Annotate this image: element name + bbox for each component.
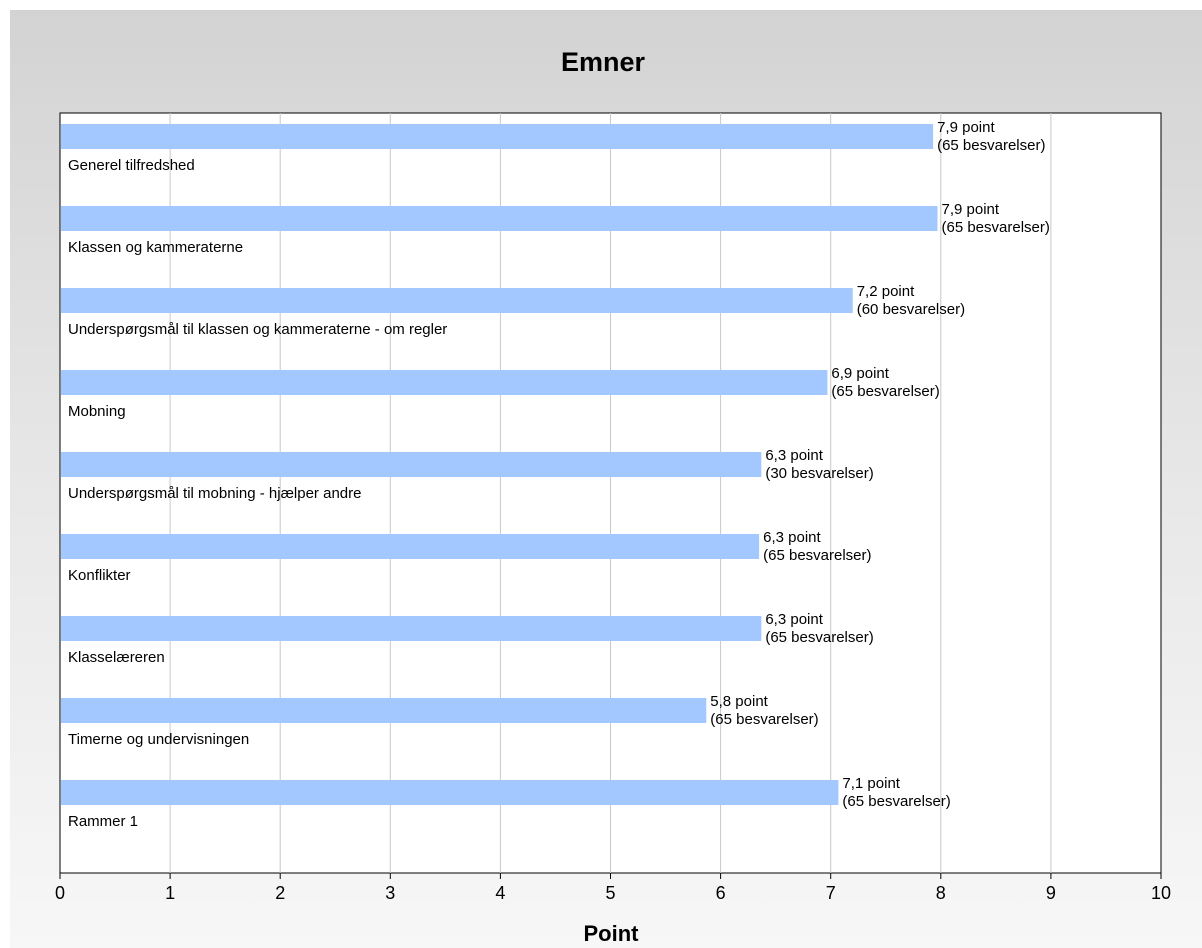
bar — [61, 370, 828, 395]
category-label: Underspørgsmål til klassen og kammerater… — [68, 321, 447, 338]
tick-label: 9 — [1046, 883, 1056, 903]
tick-label: 8 — [936, 883, 946, 903]
value-label: 7,1 point — [842, 775, 900, 792]
bar — [61, 780, 839, 805]
value-label: 7,2 point — [857, 283, 915, 300]
bar — [61, 616, 762, 641]
value-label-count: (60 besvarelser) — [857, 301, 965, 318]
tick-label: 2 — [275, 883, 285, 903]
category-labels: Generel tilfredshed Klassen og kammerater… — [68, 157, 447, 830]
value-label-count: (65 besvarelser) — [842, 793, 950, 810]
bar — [61, 698, 707, 723]
category-label: Timerne og undervisningen — [68, 731, 249, 748]
bar — [61, 452, 762, 477]
bar — [61, 534, 760, 559]
category-label: Underspørgsmål til mobning - hjælper and… — [68, 485, 361, 502]
bar — [61, 288, 853, 313]
value-label: 7,9 point — [941, 201, 999, 218]
tick-label: 7 — [826, 883, 836, 903]
tick-label: 3 — [385, 883, 395, 903]
value-label-count: (65 besvarelser) — [941, 219, 1049, 236]
category-label: Klasselæreren — [68, 649, 165, 666]
bar — [61, 206, 938, 231]
category-label: Rammer 1 — [68, 813, 138, 830]
tick-label: 4 — [495, 883, 505, 903]
bar — [61, 124, 934, 149]
value-label-count: (30 besvarelser) — [765, 465, 873, 482]
x-axis-ticks: 0 1 2 3 4 5 6 7 8 9 10 — [55, 873, 1171, 903]
tick-label: 0 — [55, 883, 65, 903]
value-label: 6,3 point — [765, 611, 823, 628]
value-label-count: (65 besvarelser) — [763, 547, 871, 564]
x-axis-title: Point — [584, 921, 640, 946]
category-label: Generel tilfredshed — [68, 157, 195, 174]
gridlines — [169, 113, 1052, 873]
value-label-count: (65 besvarelser) — [765, 629, 873, 646]
category-label: Klassen og kammeraterne — [68, 239, 243, 256]
tick-label: 6 — [716, 883, 726, 903]
value-label: 5,8 point — [710, 693, 768, 710]
tick-label: 1 — [165, 883, 175, 903]
value-label: 6,9 point — [831, 365, 889, 382]
value-label: 6,3 point — [765, 447, 823, 464]
value-label-count: (65 besvarelser) — [831, 383, 939, 400]
value-label: 7,9 point — [937, 119, 995, 136]
value-labels: 7,9 point(65 besvarelser)7,9 point(65 be… — [710, 119, 1050, 810]
value-label-count: (65 besvarelser) — [937, 137, 1045, 154]
chart-title: Emner — [561, 47, 646, 77]
value-label: 6,3 point — [763, 529, 821, 546]
value-label-count: (65 besvarelser) — [710, 711, 818, 728]
category-label: Mobning — [68, 403, 126, 420]
tick-label: 5 — [605, 883, 615, 903]
bars — [61, 124, 938, 805]
category-label: Konflikter — [68, 567, 131, 584]
tick-label: 10 — [1151, 883, 1171, 903]
